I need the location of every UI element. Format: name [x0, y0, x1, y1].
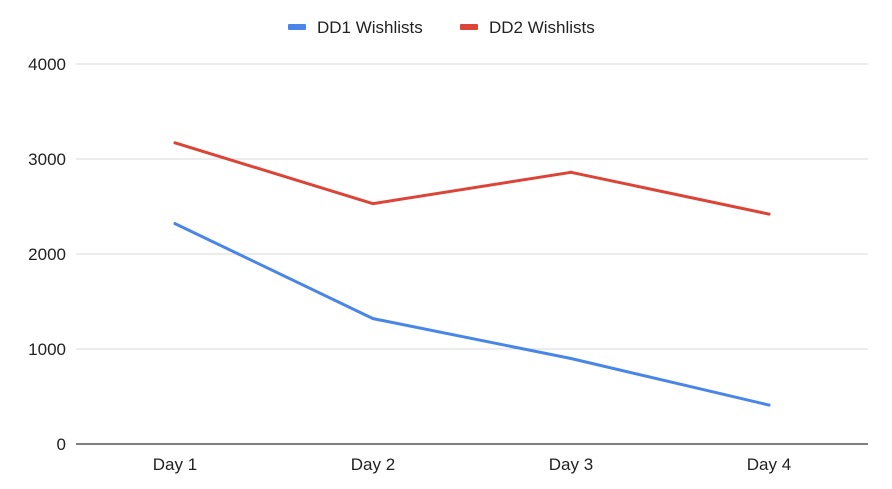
x-tick-label: Day 2 [351, 455, 395, 474]
y-axis: 0 1000 2000 3000 4000 [28, 55, 66, 454]
gridlines [76, 63, 868, 445]
legend-label: DD2 Wishlists [489, 18, 595, 37]
data-point [173, 222, 177, 226]
legend: DD1 Wishlists DD2 Wishlists [288, 18, 595, 37]
y-tick-label: 2000 [28, 245, 66, 264]
x-axis: Day 1 Day 2 Day 3 Day 4 [153, 455, 791, 474]
legend-label: DD1 Wishlists [317, 18, 423, 37]
data-point [569, 170, 573, 174]
y-tick-label: 0 [57, 435, 66, 454]
data-point [173, 141, 177, 145]
data-point [569, 357, 573, 360]
data-point [371, 202, 375, 206]
y-tick-label: 3000 [28, 150, 66, 169]
series-line-2 [173, 141, 771, 216]
data-point [371, 317, 375, 321]
y-tick-label: 4000 [28, 55, 66, 74]
y-tick-label: 1000 [28, 340, 66, 359]
x-tick-label: Day 1 [153, 455, 197, 474]
legend-swatch [288, 24, 306, 30]
x-tick-label: Day 3 [549, 455, 593, 474]
series-lines [173, 141, 771, 407]
data-point [767, 403, 771, 407]
x-tick-label: Day 4 [747, 455, 791, 474]
data-point [767, 212, 771, 216]
legend-swatch [460, 24, 478, 30]
series-line-1 [173, 222, 771, 407]
